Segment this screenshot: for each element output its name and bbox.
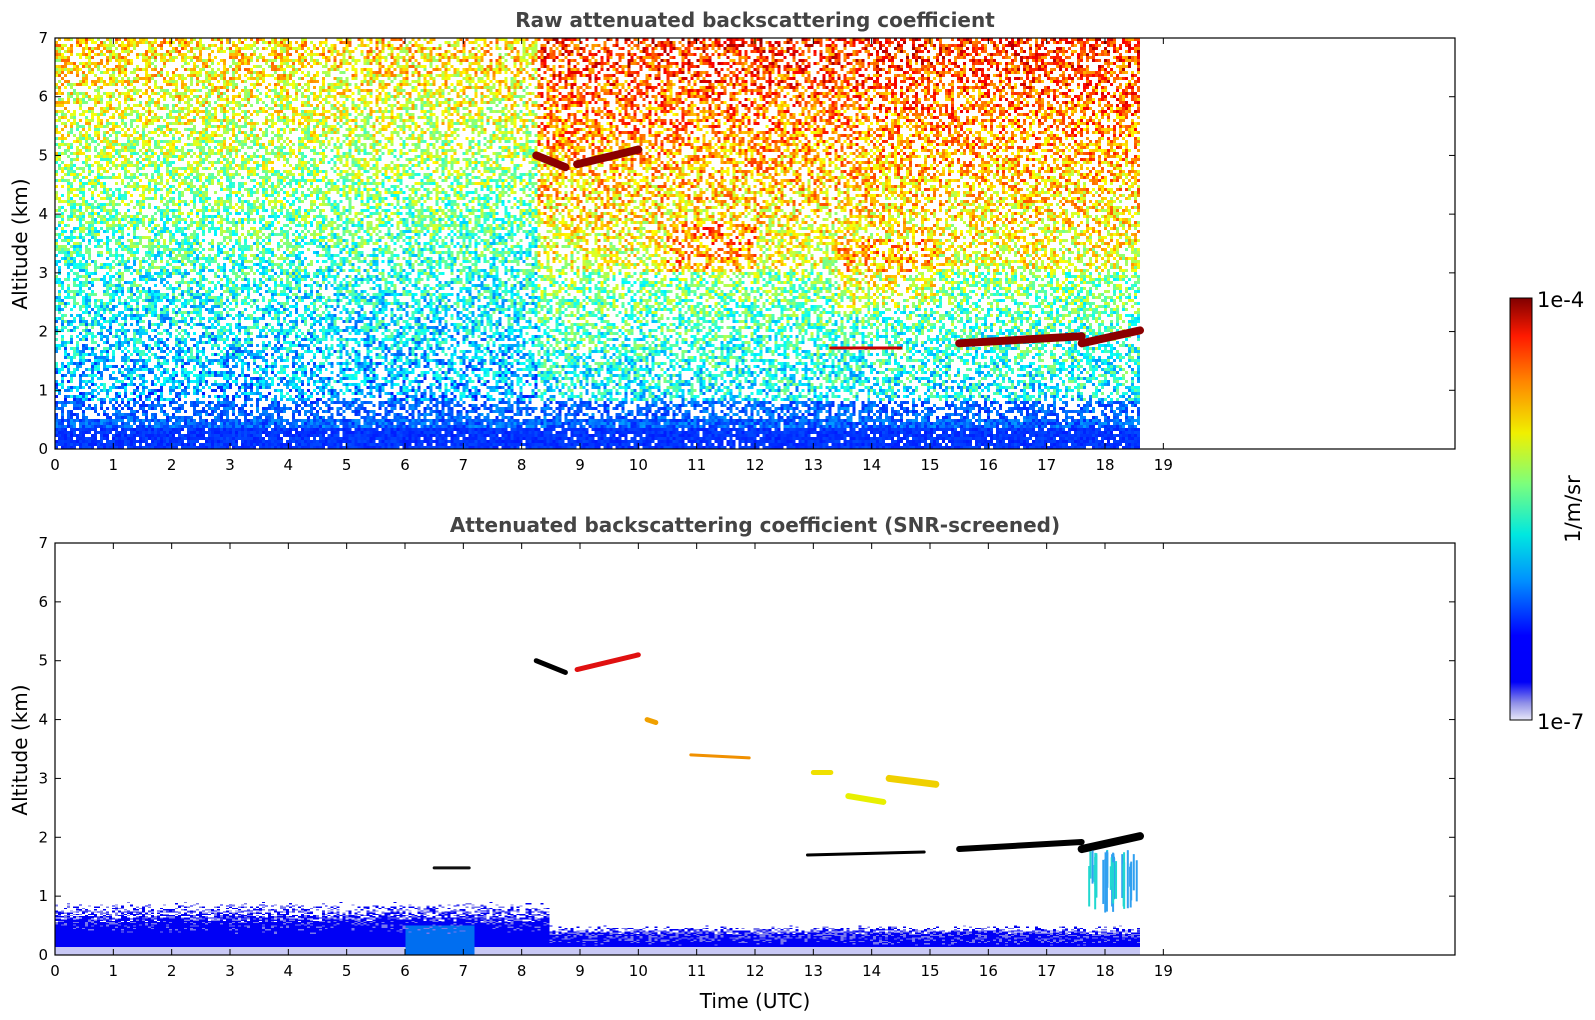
panel-raw-cloud-layer [532, 151, 570, 172]
colorbar-gradient [1509, 297, 1533, 721]
panel-raw-xtick-label: 13 [804, 456, 823, 474]
panel-screened-heatmap [55, 652, 1144, 955]
panel-screened-title: Attenuated backscattering coefficient (S… [450, 513, 1060, 537]
panel-raw-ytick-label: 4 [38, 205, 48, 223]
panel-screened-xtick-label: 8 [517, 962, 527, 980]
panel-screened-xtick-label: 15 [920, 962, 939, 980]
panel-screened-xtick-label: 10 [629, 962, 648, 980]
colorbar-unit-label: 1/m/sr [1561, 475, 1585, 543]
panel-raw-cloud-layer [573, 145, 643, 169]
panel-screened-ytick-label: 5 [38, 652, 48, 670]
panel-screened-xtick-label: 2 [167, 962, 177, 980]
panel-raw-ytick-label: 2 [38, 323, 48, 341]
panel-screened-xtick-label: 12 [745, 962, 764, 980]
panel-raw-xtick-label: 14 [862, 456, 881, 474]
panel-raw-title: Raw attenuated backscattering coefficien… [515, 8, 995, 32]
panel-raw-cloud-layer [1077, 326, 1144, 348]
panel-raw-xtick-label: 10 [629, 456, 648, 474]
colorbar: 1e-4 1e-7 1/m/sr [1509, 288, 1585, 734]
panel-screened-ytick-label: 7 [38, 534, 48, 552]
panel-raw-xtick-label: 19 [1154, 456, 1173, 474]
panel-screened-ytick-label: 1 [38, 887, 48, 905]
panel-raw-xtick-label: 2 [167, 456, 177, 474]
panel-screened-cloud-layer [1077, 832, 1144, 854]
panel-raw-ytick-label: 3 [38, 264, 48, 282]
panel-screened-xtick-label: 6 [400, 962, 410, 980]
panel-screened-boundary-layer [55, 884, 1140, 955]
panel-screened-xtick-label: 9 [575, 962, 585, 980]
panel-raw-xtick-label: 12 [745, 456, 764, 474]
panel-raw-cloud-layer [955, 332, 1086, 348]
panel-raw-xtick-label: 16 [979, 456, 998, 474]
panel-screened-ytick-label: 4 [38, 711, 48, 729]
panel-raw-xtick-label: 18 [1095, 456, 1114, 474]
panel-screened-cloud-layer [806, 850, 926, 857]
panel-raw-xtick-label: 4 [284, 456, 294, 474]
panel-raw-xtick-label: 8 [517, 456, 527, 474]
panel-raw-xtick-label: 1 [109, 456, 119, 474]
panel-raw-xtick-label: 15 [920, 456, 939, 474]
panel-screened-xtick-label: 17 [1037, 962, 1056, 980]
panel-screened-ytick-label: 2 [38, 828, 48, 846]
panel-raw-xtick-label: 3 [225, 456, 235, 474]
panel-screened-xtick-label: 3 [225, 962, 235, 980]
panel-screened: Attenuated backscattering coefficient (S… [8, 513, 1456, 1013]
panel-screened-xtick-label: 4 [284, 962, 294, 980]
panel-raw-xtick-label: 6 [400, 456, 410, 474]
panel-screened-ytick-label: 0 [38, 946, 48, 964]
panel-raw-xtick-label: 7 [459, 456, 469, 474]
panel-screened-cloud-layer [885, 774, 940, 788]
panel-screened-xtick-label: 18 [1095, 962, 1114, 980]
panel-screened-xlabel: Time (UTC) [699, 989, 811, 1013]
panel-raw-xtick-label: 0 [50, 456, 60, 474]
panel-raw-xtick-label: 9 [575, 456, 585, 474]
panel-screened-xtick-label: 5 [342, 962, 352, 980]
panel-screened-xtick-label: 0 [50, 962, 60, 980]
panel-raw-ytick-label: 1 [38, 381, 48, 399]
panel-screened-cloud-layer [644, 717, 659, 726]
panel-raw-xtick-label: 17 [1037, 456, 1056, 474]
panel-screened-cloud-layer [956, 838, 1085, 853]
panel-screened-cloud-layer [574, 652, 641, 673]
panel-raw-xtick-label: 11 [687, 456, 706, 474]
panel-raw-ylabel: Altitude (km) [8, 178, 32, 309]
colorbar-min-label: 1e-7 [1537, 710, 1584, 734]
panel-screened-cloud-layer [689, 753, 751, 760]
panel-screened-cloud-layer [533, 658, 568, 675]
panel-screened-cloud-layer [845, 793, 887, 805]
panel-screened-xtick-label: 13 [804, 962, 823, 980]
panel-screened-xtick-label: 1 [109, 962, 119, 980]
panel-raw-field [55, 38, 1140, 449]
panel-screened-xtick-label: 14 [862, 962, 881, 980]
panel-screened-xtick-label: 11 [687, 962, 706, 980]
colorbar-max-label: 1e-4 [1537, 288, 1584, 312]
panel-screened-xtick-label: 19 [1154, 962, 1173, 980]
panel-raw-ytick-label: 0 [38, 440, 48, 458]
panel-raw-xtick-label: 5 [342, 456, 352, 474]
panel-raw-ytick-label: 6 [38, 88, 48, 106]
panel-screened-ytick-label: 6 [38, 593, 48, 611]
panel-raw-heatmap [55, 38, 1144, 449]
panel-screened-ytick-label: 3 [38, 769, 48, 787]
panel-raw-ytick-label: 7 [38, 29, 48, 47]
panel-raw: Raw attenuated backscattering coefficien… [8, 8, 1456, 474]
panel-screened-xtick-label: 16 [979, 962, 998, 980]
panel-screened-xtick-label: 7 [459, 962, 469, 980]
panel-screened-ylabel: Altitude (km) [8, 684, 32, 815]
panel-raw-ytick-label: 5 [38, 146, 48, 164]
